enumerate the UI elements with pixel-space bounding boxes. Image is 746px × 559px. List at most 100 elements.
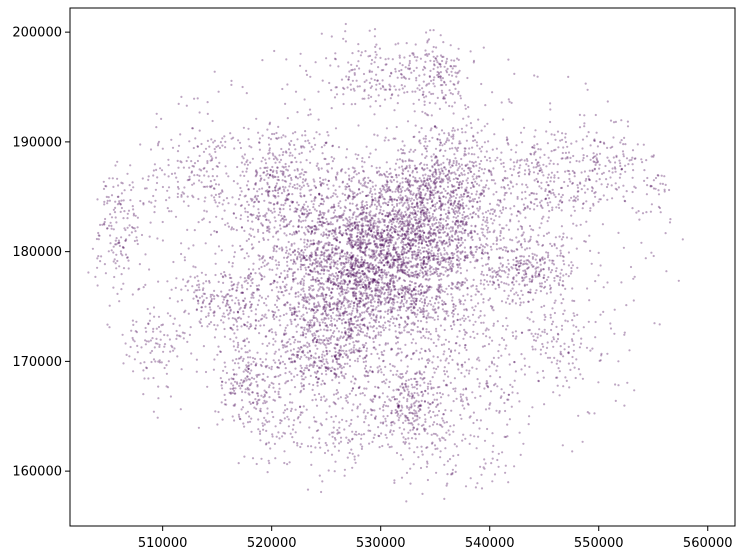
scatter-point	[345, 232, 348, 236]
scatter-point	[367, 285, 370, 288]
scatter-point	[374, 287, 377, 290]
scatter-point	[374, 148, 377, 151]
scatter-point	[417, 224, 420, 228]
scatter-point	[341, 234, 344, 237]
scatter-point	[414, 218, 417, 222]
scatter-point	[454, 307, 457, 310]
scatter-point	[490, 217, 493, 220]
scatter-point	[227, 317, 230, 320]
scatter-point	[359, 323, 362, 326]
scatter-point	[472, 211, 475, 214]
scatter-point	[445, 227, 448, 230]
scatter-point	[448, 134, 451, 137]
scatter-point	[350, 274, 353, 277]
scatter-point	[329, 338, 332, 341]
scatter-point	[474, 180, 477, 183]
scatter-point	[486, 216, 489, 219]
scatter-point	[367, 181, 370, 185]
scatter-point	[414, 222, 418, 225]
scatter-point	[300, 315, 303, 318]
scatter-point	[467, 217, 470, 220]
scatter-point	[443, 343, 446, 346]
scatter-point	[459, 142, 462, 145]
scatter-point	[329, 308, 332, 312]
scatter-point	[393, 228, 396, 231]
scatter-point	[361, 203, 364, 206]
scatter-point	[439, 180, 442, 183]
scatter-point	[343, 331, 347, 334]
scatter-point	[376, 220, 379, 223]
scatter-point	[446, 192, 449, 195]
scatter-point	[387, 271, 390, 274]
scatter-point	[356, 157, 359, 160]
scatter-point	[448, 177, 451, 180]
scatter-point	[294, 318, 297, 321]
scatter-point	[314, 270, 317, 273]
scatter-point	[377, 225, 380, 228]
scatter-point	[342, 349, 345, 352]
scatter-point	[330, 297, 333, 300]
scatter-point	[406, 187, 409, 190]
scatter-point	[239, 276, 242, 279]
scatter-point	[360, 225, 364, 228]
scatter-point	[485, 179, 489, 182]
scatter-point	[439, 141, 442, 144]
scatter-point	[368, 156, 371, 159]
scatter-point	[402, 224, 405, 228]
scatter-point	[485, 159, 489, 162]
scatter-point	[435, 295, 438, 298]
scatter-point	[407, 275, 411, 278]
scatter-point	[358, 302, 361, 305]
scatter-point	[374, 292, 377, 295]
scatter-point	[407, 183, 410, 186]
scatter-point	[437, 301, 440, 304]
scatter-point	[431, 361, 434, 364]
scatter-point	[416, 255, 419, 258]
scatter-point	[384, 382, 387, 385]
scatter-point	[413, 239, 416, 242]
scatter-point	[427, 244, 430, 248]
scatter-point	[287, 340, 290, 343]
scatter-point	[345, 156, 348, 159]
scatter-point	[352, 196, 355, 199]
scatter-point	[311, 388, 314, 391]
scatter-point	[364, 231, 367, 234]
scatter-point	[426, 198, 429, 201]
scatter-point	[458, 282, 461, 285]
scatter-point	[502, 227, 505, 230]
scatter-point	[300, 220, 303, 223]
scatter-point	[410, 377, 413, 381]
scatter-point	[448, 238, 451, 241]
scatter-point	[424, 270, 427, 273]
scatter-point	[332, 331, 335, 335]
scatter-point	[161, 220, 164, 224]
scatter-point	[390, 219, 393, 222]
scatter-point	[400, 201, 403, 204]
scatter-point	[329, 341, 332, 345]
scatter-point	[416, 313, 419, 316]
scatter-point	[396, 158, 399, 161]
scatter-point	[425, 185, 428, 188]
scatter-point	[304, 295, 307, 298]
scatter-point	[376, 246, 379, 249]
scatter-point	[360, 270, 363, 273]
scatter-point	[316, 277, 319, 280]
scatter-point	[418, 330, 421, 333]
scatter-point	[288, 292, 291, 295]
scatter-point	[408, 306, 411, 309]
scatter-point	[442, 273, 445, 276]
scatter-point	[290, 288, 293, 291]
scatter-point	[346, 356, 349, 359]
scatter-point	[412, 199, 416, 202]
scatter-point	[350, 251, 353, 254]
scatter-point	[461, 180, 464, 183]
scatter-point	[452, 185, 455, 188]
scatter-point	[446, 310, 449, 313]
scatter-point	[343, 205, 346, 208]
scatter-point	[444, 203, 447, 206]
scatter-point	[414, 167, 417, 170]
scatter-point	[397, 188, 400, 191]
scatter-point	[302, 344, 305, 347]
scatter-point	[447, 217, 450, 220]
scatter-point	[470, 229, 473, 232]
